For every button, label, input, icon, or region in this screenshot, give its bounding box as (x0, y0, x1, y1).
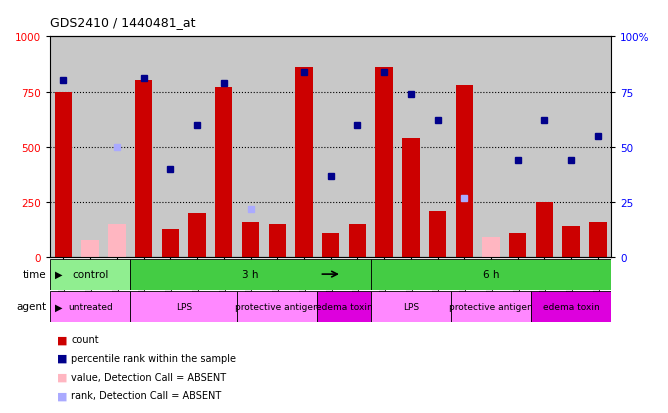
Text: ▶: ▶ (55, 269, 63, 280)
Text: ■: ■ (57, 372, 67, 382)
Text: protective antigen: protective antigen (235, 302, 319, 311)
Text: untreated: untreated (68, 302, 112, 311)
Bar (509, 233, 526, 258)
Bar (50, 259, 130, 290)
Bar (322, 233, 339, 258)
Bar (371, 259, 611, 290)
Text: 3 h: 3 h (242, 269, 259, 280)
Bar (429, 211, 446, 258)
Text: time: time (23, 269, 47, 280)
Bar (50, 291, 130, 322)
Bar (562, 227, 580, 258)
Text: ■: ■ (57, 353, 67, 363)
Text: ▶: ▶ (55, 301, 63, 312)
Bar (55, 92, 72, 258)
Bar (375, 68, 393, 258)
Bar (402, 139, 420, 258)
Text: ■: ■ (57, 390, 67, 400)
Bar (371, 291, 451, 322)
Text: percentile rank within the sample: percentile rank within the sample (71, 353, 236, 363)
Text: rank, Detection Call = ABSENT: rank, Detection Call = ABSENT (71, 390, 222, 400)
Bar (451, 291, 531, 322)
Bar (237, 291, 317, 322)
Text: ■: ■ (57, 335, 67, 344)
Text: protective antigen: protective antigen (449, 302, 533, 311)
Text: 6 h: 6 h (483, 269, 499, 280)
Text: GDS2410 / 1440481_at: GDS2410 / 1440481_at (50, 16, 196, 29)
Bar (295, 68, 313, 258)
Bar (456, 85, 473, 258)
Bar (531, 291, 611, 322)
Bar (536, 202, 553, 258)
Bar (317, 291, 371, 322)
Bar (162, 229, 179, 258)
Text: LPS: LPS (403, 302, 419, 311)
Bar (349, 225, 366, 258)
Bar (130, 259, 371, 290)
Bar (135, 81, 152, 258)
Bar (215, 88, 232, 258)
Bar (130, 291, 237, 322)
Bar (81, 240, 99, 258)
Text: count: count (71, 335, 99, 344)
Text: control: control (72, 269, 108, 280)
Text: edema toxin: edema toxin (543, 302, 599, 311)
Text: value, Detection Call = ABSENT: value, Detection Call = ABSENT (71, 372, 226, 382)
Bar (269, 225, 286, 258)
Bar (589, 223, 607, 258)
Bar (108, 225, 126, 258)
Text: edema toxin: edema toxin (316, 302, 372, 311)
Bar (242, 223, 259, 258)
Bar (188, 214, 206, 258)
Text: LPS: LPS (176, 302, 192, 311)
Text: agent: agent (17, 301, 47, 312)
Bar (482, 238, 500, 258)
